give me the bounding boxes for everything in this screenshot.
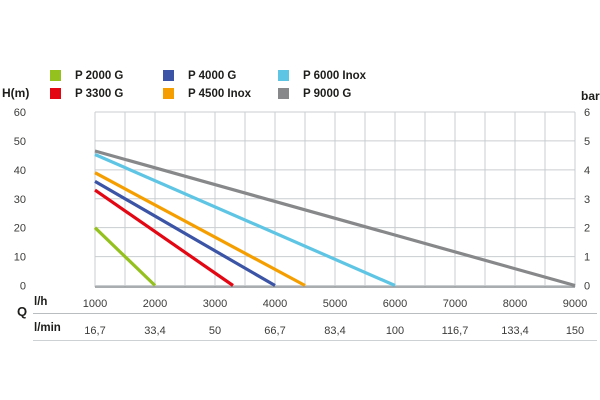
y-right-unit-label: bar <box>581 89 600 103</box>
y-tick-right: 4 <box>584 165 590 177</box>
x-tick-lh: 1000 <box>83 298 107 310</box>
x-tick-lh: 3000 <box>203 298 227 310</box>
y-tick-left: 0 <box>20 281 26 293</box>
series-line-p-2000-g <box>93 226 157 287</box>
legend-item: P 6000 Inox <box>278 69 366 82</box>
legend-label: P 4500 Inox <box>188 87 252 100</box>
x-tick-lmin: 16,7 <box>84 325 105 337</box>
x-tick-lh: 8000 <box>503 298 527 310</box>
legend-swatch-cyan <box>278 70 289 81</box>
y-tick-left: 40 <box>14 165 26 177</box>
legend-item: P 4500 Inox <box>163 87 251 100</box>
y-tick-right: 0 <box>584 281 590 293</box>
legend-swatch-red <box>50 88 61 99</box>
legend-swatch-gray <box>278 88 289 99</box>
y-tick-left: 20 <box>14 223 26 235</box>
y-tick-left: 50 <box>14 136 26 148</box>
legend-item: P 2000 G <box>50 69 123 82</box>
x-tick-lmin: 33,4 <box>144 325 165 337</box>
flow-unit-lmin-label: l/min <box>34 322 61 334</box>
y-tick-left: 60 <box>14 107 26 119</box>
legend-label: P 3300 G <box>75 87 124 100</box>
legend-label: P 4000 G <box>188 69 237 82</box>
legend-item: P 3300 G <box>50 87 123 100</box>
x-tick-lmin: 50 <box>209 325 221 337</box>
series-line-p-6000-inox <box>94 153 396 287</box>
y-left-unit-label: H(m) <box>2 86 30 100</box>
x-tick-lh: 7000 <box>443 298 467 310</box>
series-line-p-4000-g <box>94 180 276 287</box>
legend-item: P 4000 G <box>163 69 236 82</box>
legend-swatch-blue <box>163 70 174 81</box>
y-tick-right: 2 <box>584 223 590 235</box>
x-tick-lh: 9000 <box>563 298 587 310</box>
legend-swatch-orange <box>163 88 174 99</box>
y-tick-right: 1 <box>584 252 590 264</box>
legend-swatch-green <box>50 70 61 81</box>
x-tick-lmin: 66,7 <box>264 325 285 337</box>
y-tick-right: 6 <box>584 107 590 119</box>
x-tick-lmin: 100 <box>386 325 404 337</box>
series-line-p-3300-g <box>94 188 234 287</box>
legend-label: P 2000 G <box>75 69 124 82</box>
x-tick-lh: 5000 <box>323 298 347 310</box>
x-tick-lh: 2000 <box>143 298 167 310</box>
legend-label: P 6000 Inox <box>303 69 367 82</box>
legend-label: P 9000 G <box>303 87 352 100</box>
legend-item: P 9000 G <box>278 87 351 100</box>
series-line-p-4500-inox <box>94 171 306 287</box>
x-tick-lh: 4000 <box>263 298 287 310</box>
y-tick-left: 10 <box>14 252 26 264</box>
x-tick-lmin: 116,7 <box>442 325 469 337</box>
y-tick-right: 5 <box>584 136 590 148</box>
x-tick-lmin: 150 <box>566 325 584 337</box>
y-tick-left: 30 <box>14 194 26 206</box>
flow-unit-lh-label: l/h <box>34 296 48 308</box>
x-tick-lmin: 83,4 <box>324 325 345 337</box>
x-tick-lh: 6000 <box>383 298 407 310</box>
series-line-p-9000-g <box>94 149 576 288</box>
x-tick-lmin: 133,4 <box>501 325 529 337</box>
flow-symbol-label: Q <box>17 304 28 319</box>
y-tick-right: 3 <box>584 194 590 206</box>
